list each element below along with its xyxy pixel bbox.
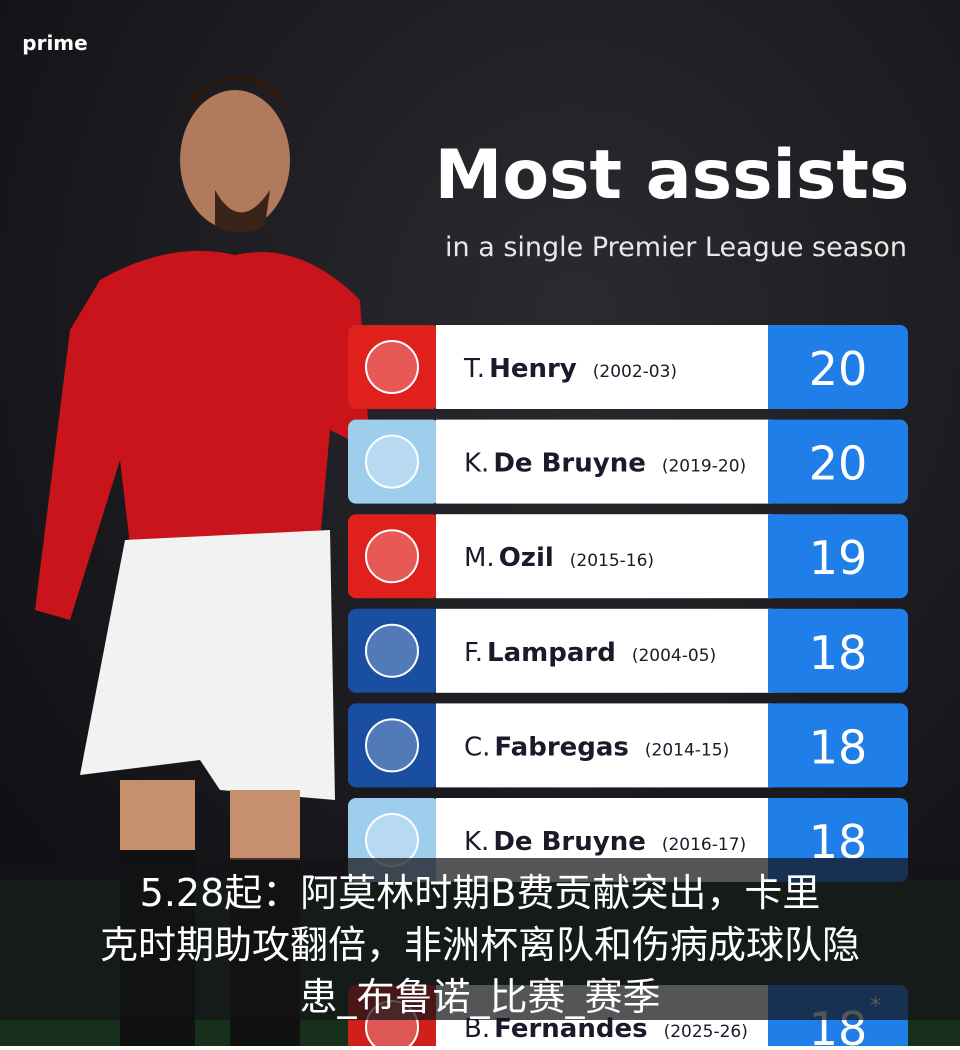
- initial: F.: [464, 638, 483, 668]
- value-cell-edge: [768, 325, 780, 409]
- surname: Lampard: [487, 638, 616, 668]
- value-cell: [768, 325, 908, 409]
- name-cell: [436, 703, 772, 788]
- club-badge: [365, 434, 419, 489]
- title: Most assists: [435, 136, 910, 215]
- assists-value: 18: [809, 720, 868, 774]
- surname: Ozil: [499, 543, 554, 573]
- caption: 5.28起：阿莫林时期B费贡献突出，卡里克时期助攻翻倍，非洲杯离队和伤病成球队隐…: [100, 871, 860, 1019]
- row: K. De Bruyne (2019-20) 20: [348, 419, 908, 504]
- club-badge: [365, 340, 419, 394]
- initial: M.: [464, 543, 495, 573]
- club-badge: [365, 623, 419, 678]
- season: (2016-17): [662, 835, 746, 855]
- row: F. Lampard (2004-05) 18: [348, 608, 908, 693]
- surname: De Bruyne: [493, 827, 646, 857]
- caption-line: 克时期助攻翻倍，非洲杯离队和伤病成球队隐: [100, 923, 860, 967]
- value-cell: [768, 419, 908, 504]
- row: C. Fabregas (2014-15) 18: [348, 703, 908, 788]
- club-cell: [348, 325, 440, 409]
- player-name: T. Henry (2002-03): [463, 354, 677, 384]
- surname: Fabregas: [494, 732, 628, 762]
- initial: K.: [464, 449, 489, 479]
- assists-value: 20: [809, 342, 868, 396]
- value-cell-edge: [768, 419, 780, 504]
- name-cell: [436, 514, 772, 599]
- initial: T.: [463, 354, 485, 384]
- surname: Henry: [489, 354, 577, 384]
- season: (2015-16): [570, 551, 654, 571]
- assists-value: 19: [809, 531, 868, 585]
- initial: K.: [464, 827, 489, 857]
- club-cell: [348, 514, 440, 599]
- caption-line: 患_布鲁诺_比赛_赛季: [299, 975, 660, 1019]
- season: (2002-03): [593, 362, 677, 382]
- value-cell: [768, 608, 908, 693]
- season: (2014-15): [645, 740, 729, 760]
- value-cell-edge: [768, 608, 780, 693]
- club-cell: [348, 703, 440, 788]
- value-cell-edge: [768, 703, 780, 788]
- club-cell: [348, 419, 440, 504]
- club-cell: [348, 608, 440, 693]
- assists-value: 20: [809, 437, 868, 491]
- surname: De Bruyne: [493, 449, 646, 479]
- name-cell: [436, 419, 772, 504]
- row: M. Ozil (2015-16) 19: [348, 514, 908, 599]
- player-name: M. Ozil (2015-16): [464, 543, 654, 573]
- season: (2004-05): [632, 646, 716, 666]
- value-cell-edge: [768, 514, 780, 599]
- value-cell: [768, 514, 908, 599]
- brand-logo: prime: [22, 31, 87, 55]
- caption-line: 5.28起：阿莫林时期B费贡献突出，卡里: [140, 871, 821, 915]
- subtitle: in a single Premier League season: [445, 232, 907, 263]
- season: (2025-26): [664, 1022, 748, 1042]
- caption-band: [0, 858, 960, 1020]
- initial: C.: [464, 732, 490, 762]
- player-name: F. Lampard (2004-05): [464, 638, 716, 668]
- season: (2019-20): [662, 457, 746, 477]
- player-name: C. Fabregas (2014-15): [464, 732, 729, 762]
- name-cell: [436, 608, 772, 693]
- club-badge: [365, 529, 419, 584]
- value-cell: [768, 703, 908, 788]
- player-name: K. De Bruyne (2016-17): [464, 827, 746, 857]
- name-cell: [436, 325, 772, 409]
- row: T. Henry (2002-03) 20: [348, 325, 908, 409]
- player-name: K. De Bruyne (2019-20): [464, 449, 746, 479]
- club-badge: [365, 718, 419, 773]
- assists-value: 18: [809, 626, 868, 680]
